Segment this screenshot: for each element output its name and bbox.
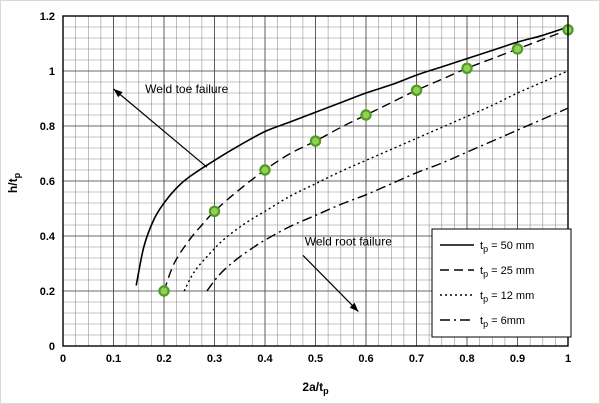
y-tick-label: 0.8 <box>40 121 55 133</box>
data-point-marker <box>511 43 524 55</box>
data-point-marker <box>309 135 322 147</box>
y-tick-label: 0.4 <box>40 231 56 243</box>
y-tick-label: 0.2 <box>40 286 55 298</box>
curve-tp-12mm <box>183 70 569 292</box>
x-tick-label: 1 <box>565 353 571 365</box>
x-tick-label: 0.7 <box>409 353 424 365</box>
curve-tp-6mm <box>206 107 569 292</box>
x-tick-label: 0.1 <box>106 353 121 365</box>
x-axis-title: 2a/tp <box>302 380 329 396</box>
annotations: Weld toe failure Weld root failure <box>113 82 392 313</box>
legend: tp = 50 mm tp = 25 mm tp = 12 mm tp = 6mm <box>431 228 572 338</box>
weld-root-failure-arrow-head <box>349 302 359 312</box>
curve-tp-25mm <box>163 29 569 292</box>
legend-label-tp-12mm: tp = 12 mm <box>480 290 534 304</box>
data-point-marker <box>259 164 271 176</box>
y-tick-label: 1.2 <box>40 11 55 23</box>
legend-label-tp-25mm: tp = 25 mm <box>480 265 534 279</box>
curves <box>135 26 569 292</box>
weld-toe-failure-arrow-head <box>113 88 123 98</box>
legend-box <box>431 228 572 338</box>
x-tick-label: 0.4 <box>257 353 273 365</box>
data-point-marker <box>360 109 372 121</box>
y-tick-label: 1 <box>49 66 55 78</box>
x-tick-label: 0.5 <box>308 353 323 365</box>
x-tick-label: 0.8 <box>459 353 474 365</box>
data-point-marker <box>158 285 170 297</box>
weld-toe-failure-label: Weld toe failure <box>145 82 228 96</box>
x-tick-label: 0.2 <box>156 353 171 365</box>
x-tick-label: 0 <box>60 353 66 365</box>
weld-root-failure-arrow-line <box>302 254 359 313</box>
data-point-marker <box>410 84 423 97</box>
x-tick-label: 0.3 <box>207 353 222 365</box>
y-tick-label: 0.6 <box>40 176 55 188</box>
curve-tp-50mm <box>135 26 569 286</box>
data-point-marker <box>461 62 473 75</box>
y-tick-label: 0 <box>49 341 55 353</box>
y-axis-title: h/tp <box>6 172 22 193</box>
x-tick-label: 0.9 <box>510 353 525 365</box>
x-tick-label: 0.6 <box>358 353 373 365</box>
weld-root-failure-label: Weld root failure <box>305 235 392 249</box>
legend-label-tp-50mm: tp = 50 mm <box>480 240 534 254</box>
data-point-marker <box>208 205 221 217</box>
tick-labels: 0 0.1 0.2 0.3 0.4 0.5 0.6 0.7 0.8 0.9 1 0 0.2 0.4 0.6 0… <box>40 11 571 365</box>
weld-toe-failure-arrow-line <box>113 88 208 168</box>
plot-frame <box>62 15 569 347</box>
legend-label-tp-6mm: tp = 6mm <box>480 315 525 329</box>
